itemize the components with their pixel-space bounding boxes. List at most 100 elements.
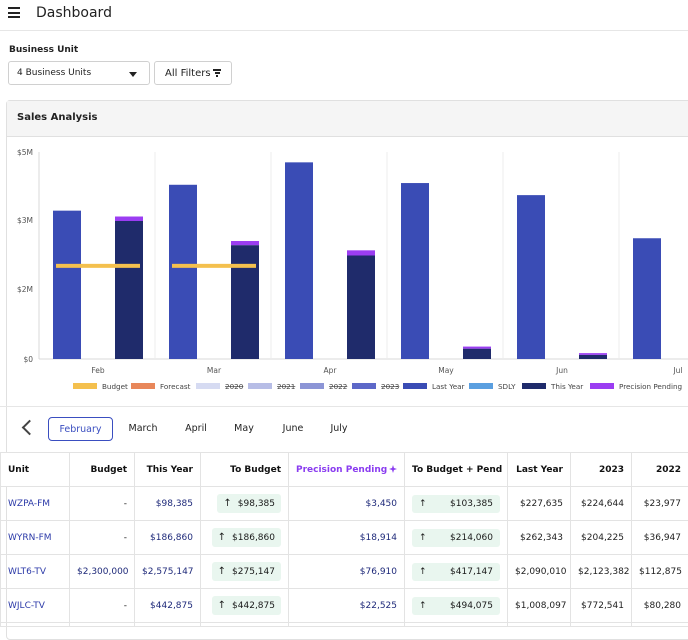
budget-line (56, 264, 140, 268)
tab-february[interactable]: February (48, 417, 113, 441)
col-to-budget-pend[interactable]: To Budget + Pend (405, 453, 508, 487)
tab-march[interactable]: March (122, 417, 164, 441)
cell-to-budget-pend: ↑ $494,075 (405, 589, 508, 623)
cell-precision-pending: $18,914 (289, 521, 405, 555)
bar-precision-pending (231, 241, 259, 245)
tab-june[interactable]: June (276, 417, 310, 441)
cell-precision-pending: $22,525 (289, 589, 405, 623)
col-to-budget[interactable]: To Budget (201, 453, 289, 487)
cell-unit[interactable]: WLT6-TV (1, 555, 70, 589)
table-row[interactable]: WZPA-FM - $98,385 ↑$98,385 $3,450 ↑$103,… (1, 487, 688, 521)
x-tick-label: Mar (207, 366, 222, 375)
to-budget-chip: ↑ $186,860 (212, 528, 281, 547)
cell-budget: - (70, 487, 135, 521)
cell-to-budget: ↑ $275,147 (201, 555, 289, 589)
tab-july[interactable]: July (324, 417, 354, 441)
arrow-up-icon: ↑ (218, 600, 226, 611)
arrow-up-icon: ↑ (223, 498, 231, 509)
cell-this-year: $98,385 (135, 487, 201, 521)
bar-this-year (231, 245, 259, 359)
cell-last-year: $1,008,097 (508, 589, 571, 623)
to-budget-chip: ↑ $98,385 (217, 494, 281, 513)
to-budget-value: $186,860 (232, 533, 275, 543)
legend-label: SDLY (498, 382, 516, 391)
cell-to-budget-pend: ↑$417,147 (405, 555, 508, 589)
legend-label: Budget (102, 382, 128, 391)
col-precision-pending[interactable]: Precision Pending (289, 453, 405, 487)
arrow-up-icon: ↑ (218, 532, 226, 543)
legend-swatch (196, 383, 220, 389)
cell-this-year: $2,575,147 (135, 555, 201, 589)
col-2022[interactable]: 2022 (632, 453, 688, 487)
arrow-up-icon: ↑ (419, 533, 427, 543)
x-tick-label: Feb (91, 366, 105, 375)
table-row[interactable]: WJLC-TV - $442,875 ↑$442,875 $22,525 ↑$4… (1, 589, 688, 623)
bar-precision-pending (115, 217, 143, 221)
cell-to-budget: ↑ $442,875 (201, 589, 289, 623)
cell-budget: - (70, 521, 135, 555)
cell-2022: $112,875 (632, 555, 688, 589)
col-last-year[interactable]: Last Year (508, 453, 571, 487)
legend-swatch (403, 383, 427, 389)
table-row[interactable]: WLT6-TV $2,300,000 $2,575,147 ↑$275,147 … (1, 555, 688, 589)
cell-unit[interactable]: WJLC-TV (1, 589, 70, 623)
cell-this-year: $186,860 (135, 521, 201, 555)
bar-last-year (517, 195, 545, 359)
to-budget-value: $275,147 (232, 567, 275, 577)
tab-may[interactable]: May (228, 417, 260, 441)
legend-label: 2021 (277, 382, 295, 391)
x-tick-label: May (438, 366, 454, 375)
arrow-up-icon: ↑ (419, 601, 427, 611)
col-precision-pending-label: Precision Pending (296, 465, 387, 475)
to-budget-pend-chip: ↑ $214,060 (412, 529, 500, 547)
col-this-year[interactable]: This Year (135, 453, 201, 487)
table-row-partial (1, 623, 688, 627)
to-budget-pend-value: $103,385 (450, 499, 493, 509)
legend-swatch (590, 383, 614, 389)
cell-to-budget: ↑ $98,385 (201, 487, 289, 521)
legend-label: 2023 (381, 382, 399, 391)
to-budget-value: $442,875 (232, 601, 275, 611)
x-tick-label: Jun (555, 366, 568, 375)
legend-label: 2022 (329, 382, 347, 391)
bar-last-year (169, 185, 197, 359)
y-tick-label: $0 (23, 355, 33, 364)
cell-2023: $772,541 (571, 589, 632, 623)
col-2023[interactable]: 2023 (571, 453, 632, 487)
legend-label: This Year (550, 382, 583, 391)
to-budget-value: $98,385 (238, 499, 275, 509)
to-budget-pend-chip: ↑ $494,075 (412, 597, 500, 615)
cell-to-budget: ↑ $186,860 (201, 521, 289, 555)
legend-swatch (300, 383, 324, 389)
to-budget-pend-value: $494,075 (450, 601, 493, 611)
legend-swatch (131, 383, 155, 389)
col-unit[interactable]: Unit (1, 453, 70, 487)
cell-unit[interactable]: WZPA-FM (1, 487, 70, 521)
to-budget-pend-value: $214,060 (450, 533, 493, 543)
table-row[interactable]: WYRN-FM - $186,860 ↑ $186,860 $18,914 ↑ $2… (1, 521, 688, 555)
arrow-up-icon: ↑ (419, 567, 427, 577)
bar-last-year (633, 238, 661, 359)
budget-line (172, 264, 256, 268)
y-tick-label: $3M (17, 216, 33, 225)
arrow-up-icon: ↑ (218, 566, 226, 577)
legend-swatch (352, 383, 376, 389)
cell-last-year: $227,635 (508, 487, 571, 521)
bar-precision-pending (347, 250, 375, 255)
x-tick-label: Apr (324, 366, 338, 375)
arrow-up-icon: ↑ (419, 499, 427, 509)
bar-this-year (115, 221, 143, 359)
bar-last-year (401, 183, 429, 359)
cell-last-year: $262,343 (508, 521, 571, 555)
legend-label: Forecast (160, 382, 191, 391)
cell-precision-pending: $76,910 (289, 555, 405, 589)
col-budget[interactable]: Budget (70, 453, 135, 487)
cell-unit[interactable]: WYRN-FM (1, 521, 70, 555)
to-budget-pend-chip: ↑ $103,385 (412, 495, 500, 513)
legend-swatch (522, 383, 546, 389)
cell-this-year: $442,875 (135, 589, 201, 623)
cell-2023: $204,225 (571, 521, 632, 555)
legend-label: 2020 (225, 382, 244, 391)
tab-april[interactable]: April (180, 417, 212, 441)
